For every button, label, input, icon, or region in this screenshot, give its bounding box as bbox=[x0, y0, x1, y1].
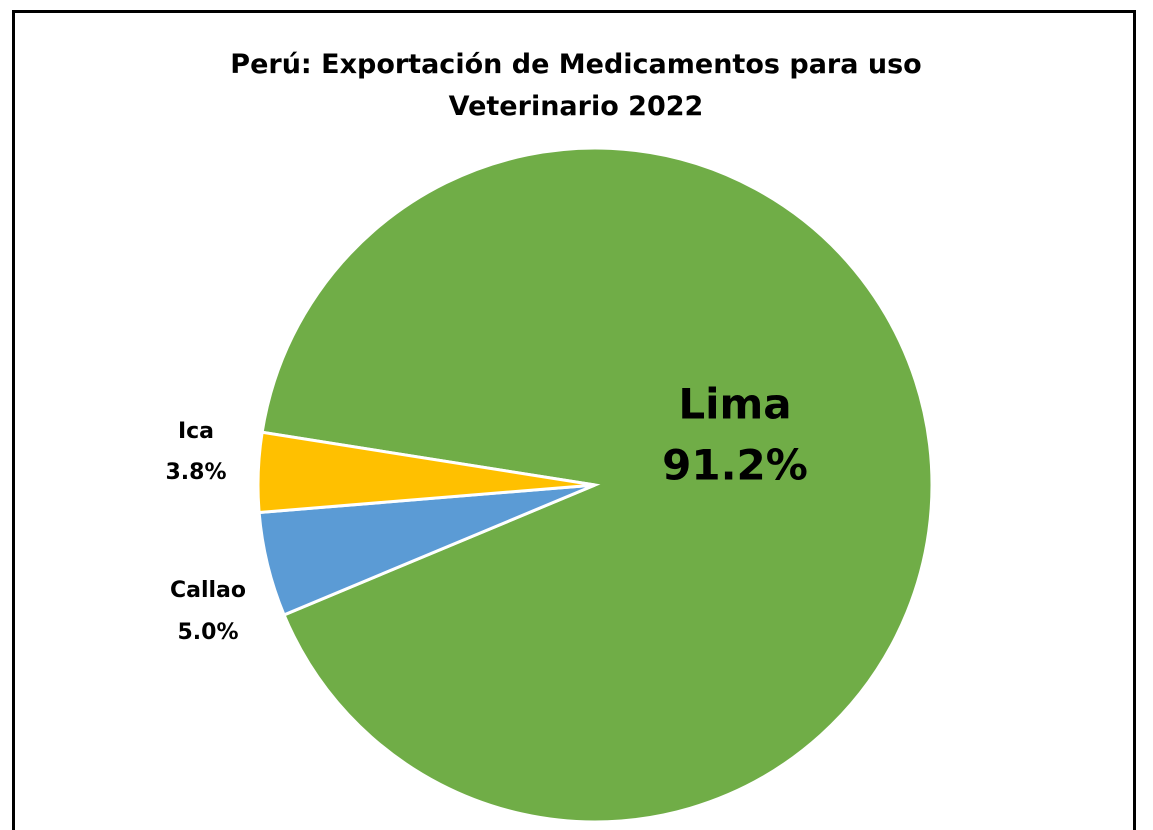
slice-category-label: Lima bbox=[678, 380, 791, 429]
pie-slice bbox=[256, 430, 596, 515]
slice-value-label: 5.0% bbox=[177, 620, 238, 645]
slice-value-label: 91.2% bbox=[662, 441, 808, 490]
pie-slice bbox=[260, 146, 934, 824]
chart-title: Perú: Exportación de Medicamentos para u… bbox=[230, 49, 922, 122]
slice-category-label: Ica bbox=[178, 419, 214, 444]
slice-value-label: 3.8% bbox=[165, 460, 226, 485]
slice-category-label: Callao bbox=[170, 578, 246, 603]
chart-frame bbox=[12, 10, 1136, 830]
